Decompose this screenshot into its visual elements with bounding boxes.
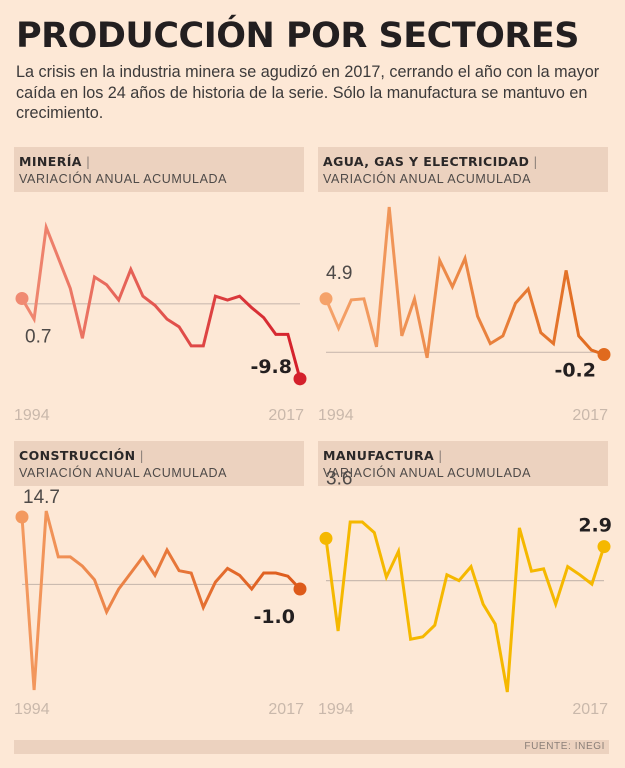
panel-title: MINERÍA | bbox=[19, 154, 90, 169]
title-divider: | bbox=[438, 448, 443, 463]
start-point bbox=[15, 291, 29, 305]
panel-agua-gas-electricidad: AGUA, GAS Y ELECTRICIDAD | VARIACIÓN ANUAL… bbox=[318, 147, 611, 430]
page-subtitle: La crisis en la industria minera se agud… bbox=[16, 63, 600, 122]
panel-subtitle: VARIACIÓN ANUAL ACUMULADA bbox=[19, 172, 228, 186]
panel-title-text: MANUFACTURA bbox=[323, 448, 435, 463]
panel-subtitle: VARIACIÓN ANUAL ACUMULADA bbox=[323, 172, 532, 186]
x-axis-end-label: 2017 bbox=[572, 701, 608, 718]
start-value-label: 14.7 bbox=[23, 487, 60, 508]
source-bar: FUENTE: INEGI bbox=[14, 740, 609, 754]
panel-title-text: CONSTRUCCIÓN bbox=[19, 448, 136, 463]
panel-title-text: MINERÍA bbox=[19, 154, 82, 169]
series-line bbox=[324, 520, 606, 693]
start-value-label: 3.6 bbox=[326, 468, 352, 489]
end-point bbox=[597, 348, 611, 362]
panel-title: MANUFACTURA | bbox=[323, 448, 443, 463]
panel-title-text: AGUA, GAS Y ELECTRICIDAD bbox=[323, 154, 530, 169]
title-divider: | bbox=[139, 448, 145, 463]
title-divider: | bbox=[85, 154, 91, 169]
start-point bbox=[319, 292, 333, 306]
panel-construccion: CONSTRUCCIÓN | VARIACIÓN ANUAL ACUMULADA 14… bbox=[14, 441, 307, 724]
end-value-label: -9.8 bbox=[250, 356, 292, 378]
start-value-label: 0.7 bbox=[25, 326, 51, 347]
end-point bbox=[597, 540, 611, 554]
start-point bbox=[15, 510, 29, 524]
line-chart: 0.7 -9.8 1994 2017 bbox=[14, 221, 307, 424]
x-axis-start-label: 1994 bbox=[318, 407, 354, 424]
x-axis-end-label: 2017 bbox=[268, 407, 304, 424]
start-value-label: 4.9 bbox=[326, 263, 352, 284]
line-chart: 3.6 2.9 1994 2017 bbox=[318, 468, 612, 718]
x-axis-start-label: 1994 bbox=[318, 701, 354, 718]
series-line bbox=[324, 206, 606, 359]
panel-title: AGUA, GAS Y ELECTRICIDAD | bbox=[323, 154, 538, 169]
panel-subtitle: VARIACIÓN ANUAL ACUMULADA bbox=[323, 466, 532, 480]
end-value-label: -1.0 bbox=[253, 606, 295, 628]
panel-header: AGUA, GAS Y ELECTRICIDAD | VARIACIÓN ANUAL… bbox=[318, 147, 608, 192]
end-value-label: 2.9 bbox=[578, 515, 612, 537]
title-divider: | bbox=[533, 154, 538, 169]
x-axis-start-label: 1994 bbox=[14, 407, 50, 424]
x-axis-end-label: 2017 bbox=[572, 407, 608, 424]
panel-header: MANUFACTURA | VARIACIÓN ANUAL ACUMULADA bbox=[318, 441, 608, 486]
line-chart: 14.7 -1.0 1994 2017 bbox=[14, 487, 307, 718]
line-chart: 4.9 -0.2 1994 2017 bbox=[318, 206, 611, 424]
panel-subtitle: VARIACIÓN ANUAL ACUMULADA bbox=[19, 466, 228, 480]
panel-header: MINERÍA | VARIACIÓN ANUAL ACUMULADA bbox=[14, 147, 304, 192]
x-axis-end-label: 2017 bbox=[268, 701, 304, 718]
series-line bbox=[20, 510, 302, 691]
panel-manufactura: MANUFACTURA | VARIACIÓN ANUAL ACUMULADA 3.6… bbox=[318, 441, 612, 724]
end-point bbox=[293, 372, 307, 386]
panel-mineria: MINERÍA | VARIACIÓN ANUAL ACUMULADA 0.7 -9.8… bbox=[14, 147, 307, 430]
panel-header: CONSTRUCCIÓN | VARIACIÓN ANUAL ACUMULADA bbox=[14, 441, 304, 486]
start-point bbox=[319, 531, 333, 545]
x-axis-start-label: 1994 bbox=[14, 701, 50, 718]
series-line bbox=[20, 221, 302, 381]
end-value-label: -0.2 bbox=[554, 360, 596, 382]
page-title: PRODUCCIÓN POR SECTORES bbox=[16, 16, 580, 56]
end-point bbox=[293, 582, 307, 596]
source-label: FUENTE: INEGI bbox=[524, 741, 605, 752]
panel-title: CONSTRUCCIÓN | bbox=[19, 448, 144, 463]
